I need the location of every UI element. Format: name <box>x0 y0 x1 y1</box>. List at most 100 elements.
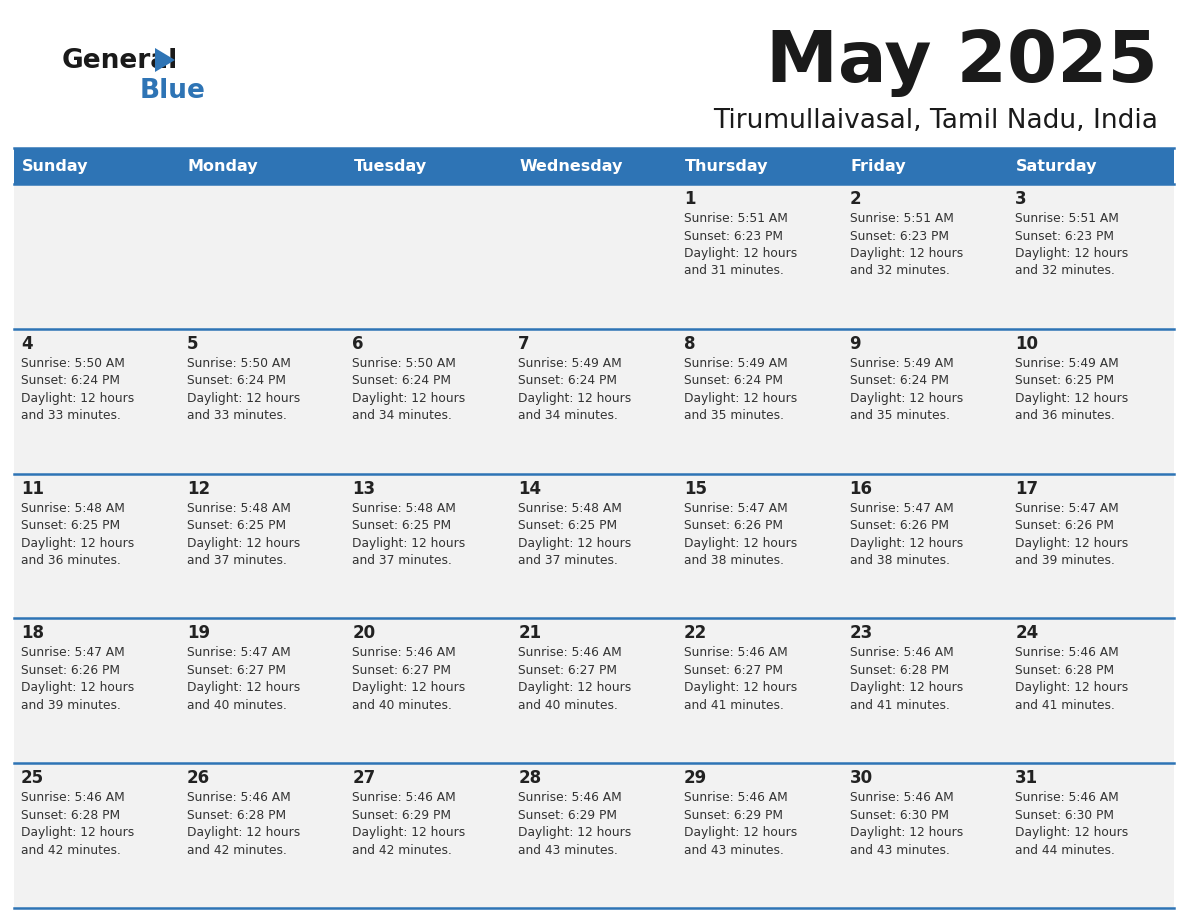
Text: Sunrise: 5:48 AM: Sunrise: 5:48 AM <box>187 501 291 515</box>
Text: and 42 minutes.: and 42 minutes. <box>353 844 453 856</box>
Text: 5: 5 <box>187 335 198 353</box>
Bar <box>346 619 511 763</box>
Text: Sunrise: 5:46 AM: Sunrise: 5:46 AM <box>353 646 456 659</box>
Bar <box>677 474 842 619</box>
Text: 28: 28 <box>518 769 542 788</box>
Text: Daylight: 12 hours: Daylight: 12 hours <box>849 681 962 694</box>
Text: 30: 30 <box>849 769 873 788</box>
Text: Daylight: 12 hours: Daylight: 12 hours <box>353 392 466 405</box>
Text: Sunset: 6:26 PM: Sunset: 6:26 PM <box>21 664 120 677</box>
Text: Daylight: 12 hours: Daylight: 12 hours <box>849 247 962 260</box>
Bar <box>842 148 1009 184</box>
Text: Sunset: 6:24 PM: Sunset: 6:24 PM <box>353 375 451 387</box>
Text: Daylight: 12 hours: Daylight: 12 hours <box>353 826 466 839</box>
Text: Blue: Blue <box>140 78 206 104</box>
Text: 13: 13 <box>353 479 375 498</box>
Text: and 43 minutes.: and 43 minutes. <box>684 844 784 856</box>
Text: Sunrise: 5:51 AM: Sunrise: 5:51 AM <box>849 212 954 225</box>
Text: and 34 minutes.: and 34 minutes. <box>518 409 618 422</box>
Text: and 36 minutes.: and 36 minutes. <box>1016 409 1116 422</box>
Text: Daylight: 12 hours: Daylight: 12 hours <box>353 681 466 694</box>
Text: and 31 minutes.: and 31 minutes. <box>684 264 784 277</box>
Text: 14: 14 <box>518 479 542 498</box>
Bar <box>14 619 179 763</box>
Text: Daylight: 12 hours: Daylight: 12 hours <box>849 826 962 839</box>
Text: and 32 minutes.: and 32 minutes. <box>849 264 949 277</box>
Text: and 43 minutes.: and 43 minutes. <box>518 844 618 856</box>
Text: and 38 minutes.: and 38 minutes. <box>849 554 949 567</box>
Text: General: General <box>62 48 178 74</box>
Bar <box>677 763 842 908</box>
Bar <box>511 763 677 908</box>
Text: and 37 minutes.: and 37 minutes. <box>518 554 618 567</box>
Text: Tuesday: Tuesday <box>353 159 426 174</box>
Text: 11: 11 <box>21 479 44 498</box>
Text: Sunset: 6:25 PM: Sunset: 6:25 PM <box>518 519 618 532</box>
Text: Daylight: 12 hours: Daylight: 12 hours <box>353 537 466 550</box>
Text: Sunrise: 5:47 AM: Sunrise: 5:47 AM <box>1016 501 1119 515</box>
Bar <box>346 329 511 474</box>
Text: Sunset: 6:25 PM: Sunset: 6:25 PM <box>187 519 286 532</box>
Text: 23: 23 <box>849 624 873 643</box>
Text: 25: 25 <box>21 769 44 788</box>
Bar <box>1009 763 1174 908</box>
Bar <box>346 184 511 329</box>
Text: and 43 minutes.: and 43 minutes. <box>849 844 949 856</box>
Text: Daylight: 12 hours: Daylight: 12 hours <box>1016 826 1129 839</box>
Text: and 33 minutes.: and 33 minutes. <box>21 409 121 422</box>
Text: Sunrise: 5:49 AM: Sunrise: 5:49 AM <box>849 357 953 370</box>
Bar <box>1009 619 1174 763</box>
Text: Sunset: 6:24 PM: Sunset: 6:24 PM <box>187 375 286 387</box>
Text: Daylight: 12 hours: Daylight: 12 hours <box>684 392 797 405</box>
Text: 10: 10 <box>1016 335 1038 353</box>
Text: 1: 1 <box>684 190 695 208</box>
Text: Daylight: 12 hours: Daylight: 12 hours <box>1016 537 1129 550</box>
Text: Daylight: 12 hours: Daylight: 12 hours <box>684 681 797 694</box>
Text: 20: 20 <box>353 624 375 643</box>
Bar <box>511 329 677 474</box>
Text: Daylight: 12 hours: Daylight: 12 hours <box>187 681 299 694</box>
Bar <box>511 184 677 329</box>
Text: Sunrise: 5:47 AM: Sunrise: 5:47 AM <box>21 646 125 659</box>
Text: Sunrise: 5:48 AM: Sunrise: 5:48 AM <box>518 501 623 515</box>
Text: Sunrise: 5:46 AM: Sunrise: 5:46 AM <box>849 646 953 659</box>
Text: Sunset: 6:28 PM: Sunset: 6:28 PM <box>187 809 286 822</box>
Text: May 2025: May 2025 <box>766 28 1158 97</box>
Text: Daylight: 12 hours: Daylight: 12 hours <box>518 826 631 839</box>
Text: Daylight: 12 hours: Daylight: 12 hours <box>518 537 631 550</box>
Text: Sunset: 6:28 PM: Sunset: 6:28 PM <box>1016 664 1114 677</box>
Bar <box>179 763 346 908</box>
Text: Sunset: 6:29 PM: Sunset: 6:29 PM <box>684 809 783 822</box>
Bar <box>1009 184 1174 329</box>
Text: and 37 minutes.: and 37 minutes. <box>353 554 453 567</box>
Text: and 39 minutes.: and 39 minutes. <box>21 699 121 711</box>
Text: 18: 18 <box>21 624 44 643</box>
Text: Sunset: 6:30 PM: Sunset: 6:30 PM <box>1016 809 1114 822</box>
Text: Sunset: 6:28 PM: Sunset: 6:28 PM <box>21 809 120 822</box>
Text: Sunset: 6:26 PM: Sunset: 6:26 PM <box>1016 519 1114 532</box>
Text: Sunset: 6:23 PM: Sunset: 6:23 PM <box>1016 230 1114 242</box>
Text: 6: 6 <box>353 335 364 353</box>
Text: and 42 minutes.: and 42 minutes. <box>21 844 121 856</box>
Text: Sunrise: 5:51 AM: Sunrise: 5:51 AM <box>1016 212 1119 225</box>
Text: Sunrise: 5:47 AM: Sunrise: 5:47 AM <box>187 646 290 659</box>
Text: Sunrise: 5:49 AM: Sunrise: 5:49 AM <box>518 357 621 370</box>
Text: and 33 minutes.: and 33 minutes. <box>187 409 286 422</box>
Text: Sunrise: 5:46 AM: Sunrise: 5:46 AM <box>21 791 125 804</box>
Text: and 44 minutes.: and 44 minutes. <box>1016 844 1116 856</box>
Text: 12: 12 <box>187 479 210 498</box>
Text: 8: 8 <box>684 335 695 353</box>
Text: Sunset: 6:27 PM: Sunset: 6:27 PM <box>187 664 286 677</box>
Text: 21: 21 <box>518 624 542 643</box>
Text: 24: 24 <box>1016 624 1038 643</box>
Text: Sunrise: 5:46 AM: Sunrise: 5:46 AM <box>849 791 953 804</box>
Text: Sunrise: 5:46 AM: Sunrise: 5:46 AM <box>684 646 788 659</box>
Text: and 37 minutes.: and 37 minutes. <box>187 554 286 567</box>
Text: and 40 minutes.: and 40 minutes. <box>518 699 618 711</box>
Text: Sunset: 6:28 PM: Sunset: 6:28 PM <box>849 664 949 677</box>
Bar <box>842 763 1009 908</box>
Text: Sunrise: 5:50 AM: Sunrise: 5:50 AM <box>353 357 456 370</box>
Bar <box>14 329 179 474</box>
Text: Daylight: 12 hours: Daylight: 12 hours <box>1016 392 1129 405</box>
Bar <box>1009 474 1174 619</box>
